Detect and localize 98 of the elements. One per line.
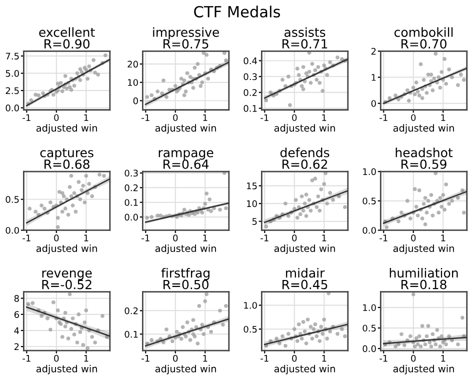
- y-tick-label: 0.5: [362, 324, 376, 332]
- x-tick-label: 1: [84, 234, 88, 242]
- chart-title: excellent R=0.90: [39, 27, 95, 49]
- x-tick-label: -1: [380, 114, 388, 121]
- x-tick-label: 1: [84, 114, 88, 121]
- x-tick-label: 1: [441, 355, 446, 362]
- x-tick-label: 0: [411, 354, 416, 362]
- y-tick-label: 15: [247, 182, 257, 190]
- y-tick-label: 20: [128, 60, 138, 68]
- chart-title: combokill R=0.70: [394, 27, 453, 49]
- x-tick-label: -1: [142, 355, 150, 362]
- x-tick-label: 0: [292, 354, 297, 362]
- x-tick-label: -1: [22, 355, 30, 362]
- chart-title: captures R=0.68: [40, 148, 94, 169]
- y-tick-label: 0: [133, 97, 138, 104]
- x-axis-title: adjusted win: [36, 364, 97, 374]
- x-axis-title: adjusted win: [36, 124, 97, 134]
- y-tick-label: 0.2: [244, 89, 257, 96]
- chart-title: humiliation R=0.18: [390, 268, 458, 290]
- x-tick-label: 1: [441, 234, 446, 242]
- x-axis-title: adjusted win: [393, 244, 454, 254]
- y-tick-label: 7.5: [6, 52, 19, 60]
- y-tick-label: 8: [14, 295, 19, 302]
- chart-title: revenge R=-0.52: [42, 270, 92, 290]
- x-tick-label: -1: [142, 234, 150, 242]
- y-tick-label: 5: [252, 218, 257, 225]
- y-tick-label: 0.0: [362, 226, 376, 234]
- x-tick-label: -1: [22, 114, 30, 121]
- x-tick-label: 1: [322, 114, 326, 121]
- x-tick-label: 0: [292, 234, 297, 242]
- x-tick-label: 1: [322, 355, 326, 362]
- chart-title: midair R=0.45: [282, 268, 328, 290]
- x-axis-title: adjusted win: [393, 124, 454, 134]
- y-tick-label: 2: [14, 343, 19, 350]
- y-tick-label: 1: [372, 74, 376, 81]
- x-tick-label: 0: [173, 354, 178, 362]
- chart-title: firstfrag R=0.50: [161, 268, 210, 290]
- x-axis-title: adjusted win: [155, 124, 216, 134]
- x-axis-title: adjusted win: [36, 244, 97, 254]
- x-tick-label: 0: [292, 114, 297, 122]
- chart-title: assists R=0.71: [282, 27, 328, 49]
- y-tick-label: 0.0: [362, 345, 376, 352]
- x-tick-label: -1: [22, 234, 30, 242]
- x-axis-title: adjusted win: [274, 244, 335, 254]
- y-tick-label: 0.2: [124, 184, 138, 192]
- y-tick-label: 2.5: [6, 87, 19, 94]
- y-tick-label: 0.4: [244, 57, 258, 64]
- x-tick-label: 0: [173, 114, 178, 122]
- y-tick-label: 0.0: [124, 214, 138, 221]
- x-tick-label: 1: [441, 114, 446, 121]
- y-tick-label: 0: [371, 100, 376, 107]
- x-tick-label: 1: [203, 234, 208, 242]
- y-tick-label: 1.0: [363, 304, 376, 312]
- x-tick-label: -1: [260, 114, 268, 121]
- x-tick-label: 0: [173, 234, 178, 242]
- x-tick-label: 1: [203, 355, 208, 362]
- x-tick-label: 1: [84, 355, 88, 362]
- y-tick-label: 0.0: [6, 226, 19, 234]
- y-tick-label: 1.0: [244, 302, 257, 309]
- x-tick-label: -1: [260, 355, 268, 362]
- y-tick-label: 0.3: [124, 170, 138, 177]
- chart-title: impressive R=0.75: [153, 27, 219, 49]
- x-tick-label: -1: [380, 355, 388, 362]
- y-tick-label: 0.0: [6, 104, 19, 112]
- x-axis-title: adjusted win: [274, 124, 335, 134]
- x-tick-label: 0: [54, 234, 59, 242]
- x-tick-label: -1: [260, 234, 268, 242]
- y-tick-label: 0.3: [244, 73, 257, 80]
- chart-title: rampage R=0.64: [158, 150, 214, 169]
- y-tick-label: 5.0: [6, 70, 19, 77]
- x-tick-label: -1: [380, 234, 388, 242]
- x-axis-title: adjusted win: [274, 364, 335, 374]
- x-tick-label: 1: [203, 114, 208, 121]
- y-tick-label: 0.5: [244, 326, 257, 333]
- y-tick-label: 0.5: [362, 198, 376, 204]
- y-tick-label: 0.1: [124, 199, 138, 206]
- x-tick-label: -1: [142, 114, 150, 121]
- x-tick-label: 0: [411, 234, 416, 242]
- x-tick-label: 0: [54, 114, 59, 122]
- y-tick-label: 0.1: [124, 330, 138, 338]
- y-tick-label: 1.0: [363, 168, 376, 176]
- y-tick-label: 10: [247, 200, 257, 208]
- x-axis-title: adjusted win: [155, 244, 216, 254]
- text: CTF Medals: [194, 6, 280, 18]
- y-tick-label: 10: [128, 79, 138, 86]
- x-tick-label: 0: [411, 114, 416, 122]
- x-axis-title: adjusted win: [393, 364, 454, 374]
- y-tick-label: 2: [371, 48, 376, 55]
- y-tick-label: 6: [14, 311, 19, 318]
- x-tick-label: 0: [54, 354, 59, 362]
- y-tick-label: 0.1: [244, 105, 257, 112]
- y-tick-label: 0.5: [6, 196, 19, 203]
- chart-title: headshot R=0.59: [396, 148, 453, 169]
- y-tick-label: 4: [14, 327, 20, 334]
- chart-title: defends R=0.62: [280, 148, 330, 169]
- x-axis-title: adjusted win: [155, 364, 216, 374]
- x-tick-label: 1: [322, 234, 326, 242]
- y-tick-label: 0.2: [124, 307, 138, 314]
